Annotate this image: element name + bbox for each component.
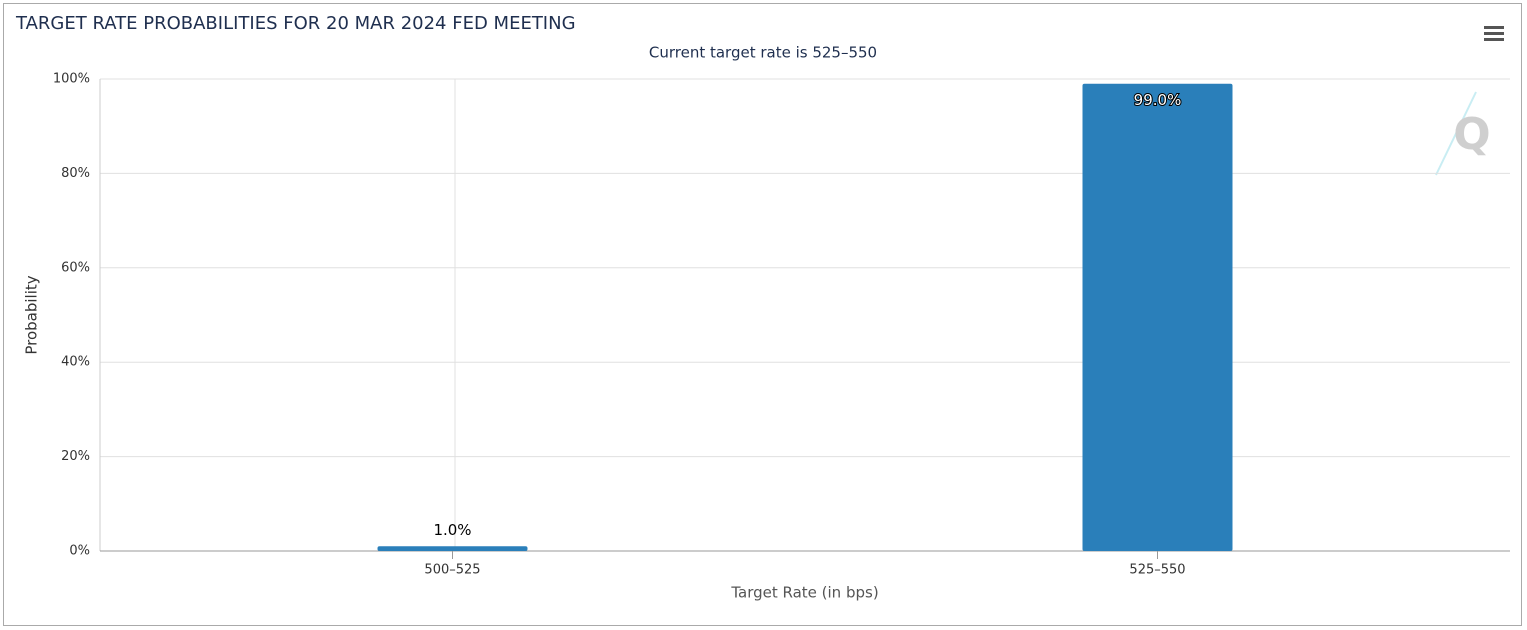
data-label: 99.0% bbox=[1134, 91, 1182, 109]
logo-letter: Q bbox=[1453, 109, 1490, 160]
logo-stroke bbox=[1435, 91, 1477, 176]
menu-line[interactable] bbox=[1484, 26, 1504, 29]
y-tick-label: 40% bbox=[61, 355, 90, 370]
bar bbox=[377, 546, 528, 551]
chart-frame bbox=[3, 3, 1522, 626]
watermark-logo: Q bbox=[1435, 91, 1491, 176]
y-tick-label: 20% bbox=[61, 449, 90, 464]
y-tick-label: 60% bbox=[61, 260, 90, 275]
y-tick-label: 100% bbox=[53, 72, 90, 87]
chart-title: TARGET RATE PROBABILITIES FOR 20 MAR 202… bbox=[15, 13, 576, 34]
menu-line[interactable] bbox=[1484, 32, 1504, 35]
x-tick-label: 525–550 bbox=[1129, 563, 1185, 578]
menu-button[interactable] bbox=[1484, 26, 1504, 41]
y-tick-label: 0% bbox=[69, 544, 90, 559]
y-tick-label: 80% bbox=[61, 166, 90, 181]
y-axis-title: Probability bbox=[23, 275, 41, 354]
bar bbox=[1082, 83, 1233, 551]
menu-line[interactable] bbox=[1484, 38, 1504, 41]
x-axis-title: Target Rate (in bps) bbox=[730, 584, 878, 602]
x-tick-label: 500–525 bbox=[424, 563, 480, 578]
chart-subtitle: Current target rate is 525–550 bbox=[649, 44, 877, 62]
data-label: 1.0% bbox=[433, 521, 471, 539]
